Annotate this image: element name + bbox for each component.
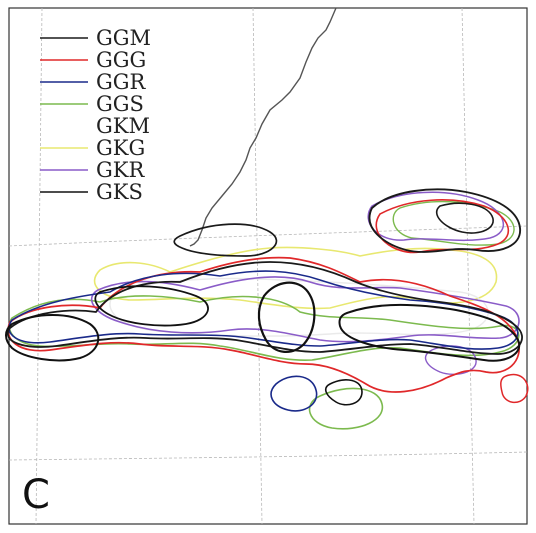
legend-entry: GKS <box>40 180 143 204</box>
legend-entry: GGR <box>40 70 147 94</box>
contour-gkr-ne <box>367 191 505 242</box>
contour-gkg <box>93 246 498 310</box>
grid-line <box>35 7 43 525</box>
contour-ggg-ne <box>375 199 509 254</box>
contour-ggs-blob <box>308 387 384 430</box>
legend-label: GKG <box>96 136 145 160</box>
graticule <box>8 7 528 525</box>
grid-line <box>461 7 475 525</box>
legend-label: GGG <box>96 48 146 72</box>
legend-label: GGR <box>96 70 147 94</box>
coastline <box>189 7 337 247</box>
contour-gks <box>257 281 316 353</box>
contour-ggm-north <box>173 223 278 257</box>
legend-entry: GKG <box>40 136 145 160</box>
legend-entry: GKR <box>40 158 145 182</box>
legend-label: GKS <box>96 180 143 204</box>
contour-ggr-blob <box>270 375 318 412</box>
grid-line <box>8 225 528 247</box>
legend-entry: GGG <box>40 48 146 72</box>
contour-ggm <box>7 261 523 355</box>
map-frame <box>8 7 528 525</box>
contour-ggg-se <box>500 373 529 404</box>
grid-line <box>8 451 528 461</box>
contour-gks-east <box>338 304 521 362</box>
panel-label: C <box>22 472 50 518</box>
contour-gks-mid <box>94 285 209 327</box>
legend-entry: GGS <box>40 92 144 116</box>
legend-label: GGM <box>96 26 151 50</box>
contour-ggm-ne-inner <box>435 202 494 234</box>
legend-label: GKM <box>96 114 150 138</box>
legend-entry: GGM <box>40 26 151 50</box>
contour-gks-west <box>5 314 100 362</box>
contour-gkr <box>91 276 520 343</box>
contour-ggr <box>8 270 519 350</box>
legend-label: GGS <box>96 92 144 116</box>
contour-ggm-ne <box>368 188 521 253</box>
contour-gkr-south <box>424 345 477 376</box>
contours <box>5 188 529 430</box>
contour-gks-south <box>324 379 363 406</box>
legend-label: GKR <box>96 158 145 182</box>
legend-entry: GKM <box>40 114 150 138</box>
contour-ggg <box>7 256 520 393</box>
grid-line <box>252 7 263 525</box>
